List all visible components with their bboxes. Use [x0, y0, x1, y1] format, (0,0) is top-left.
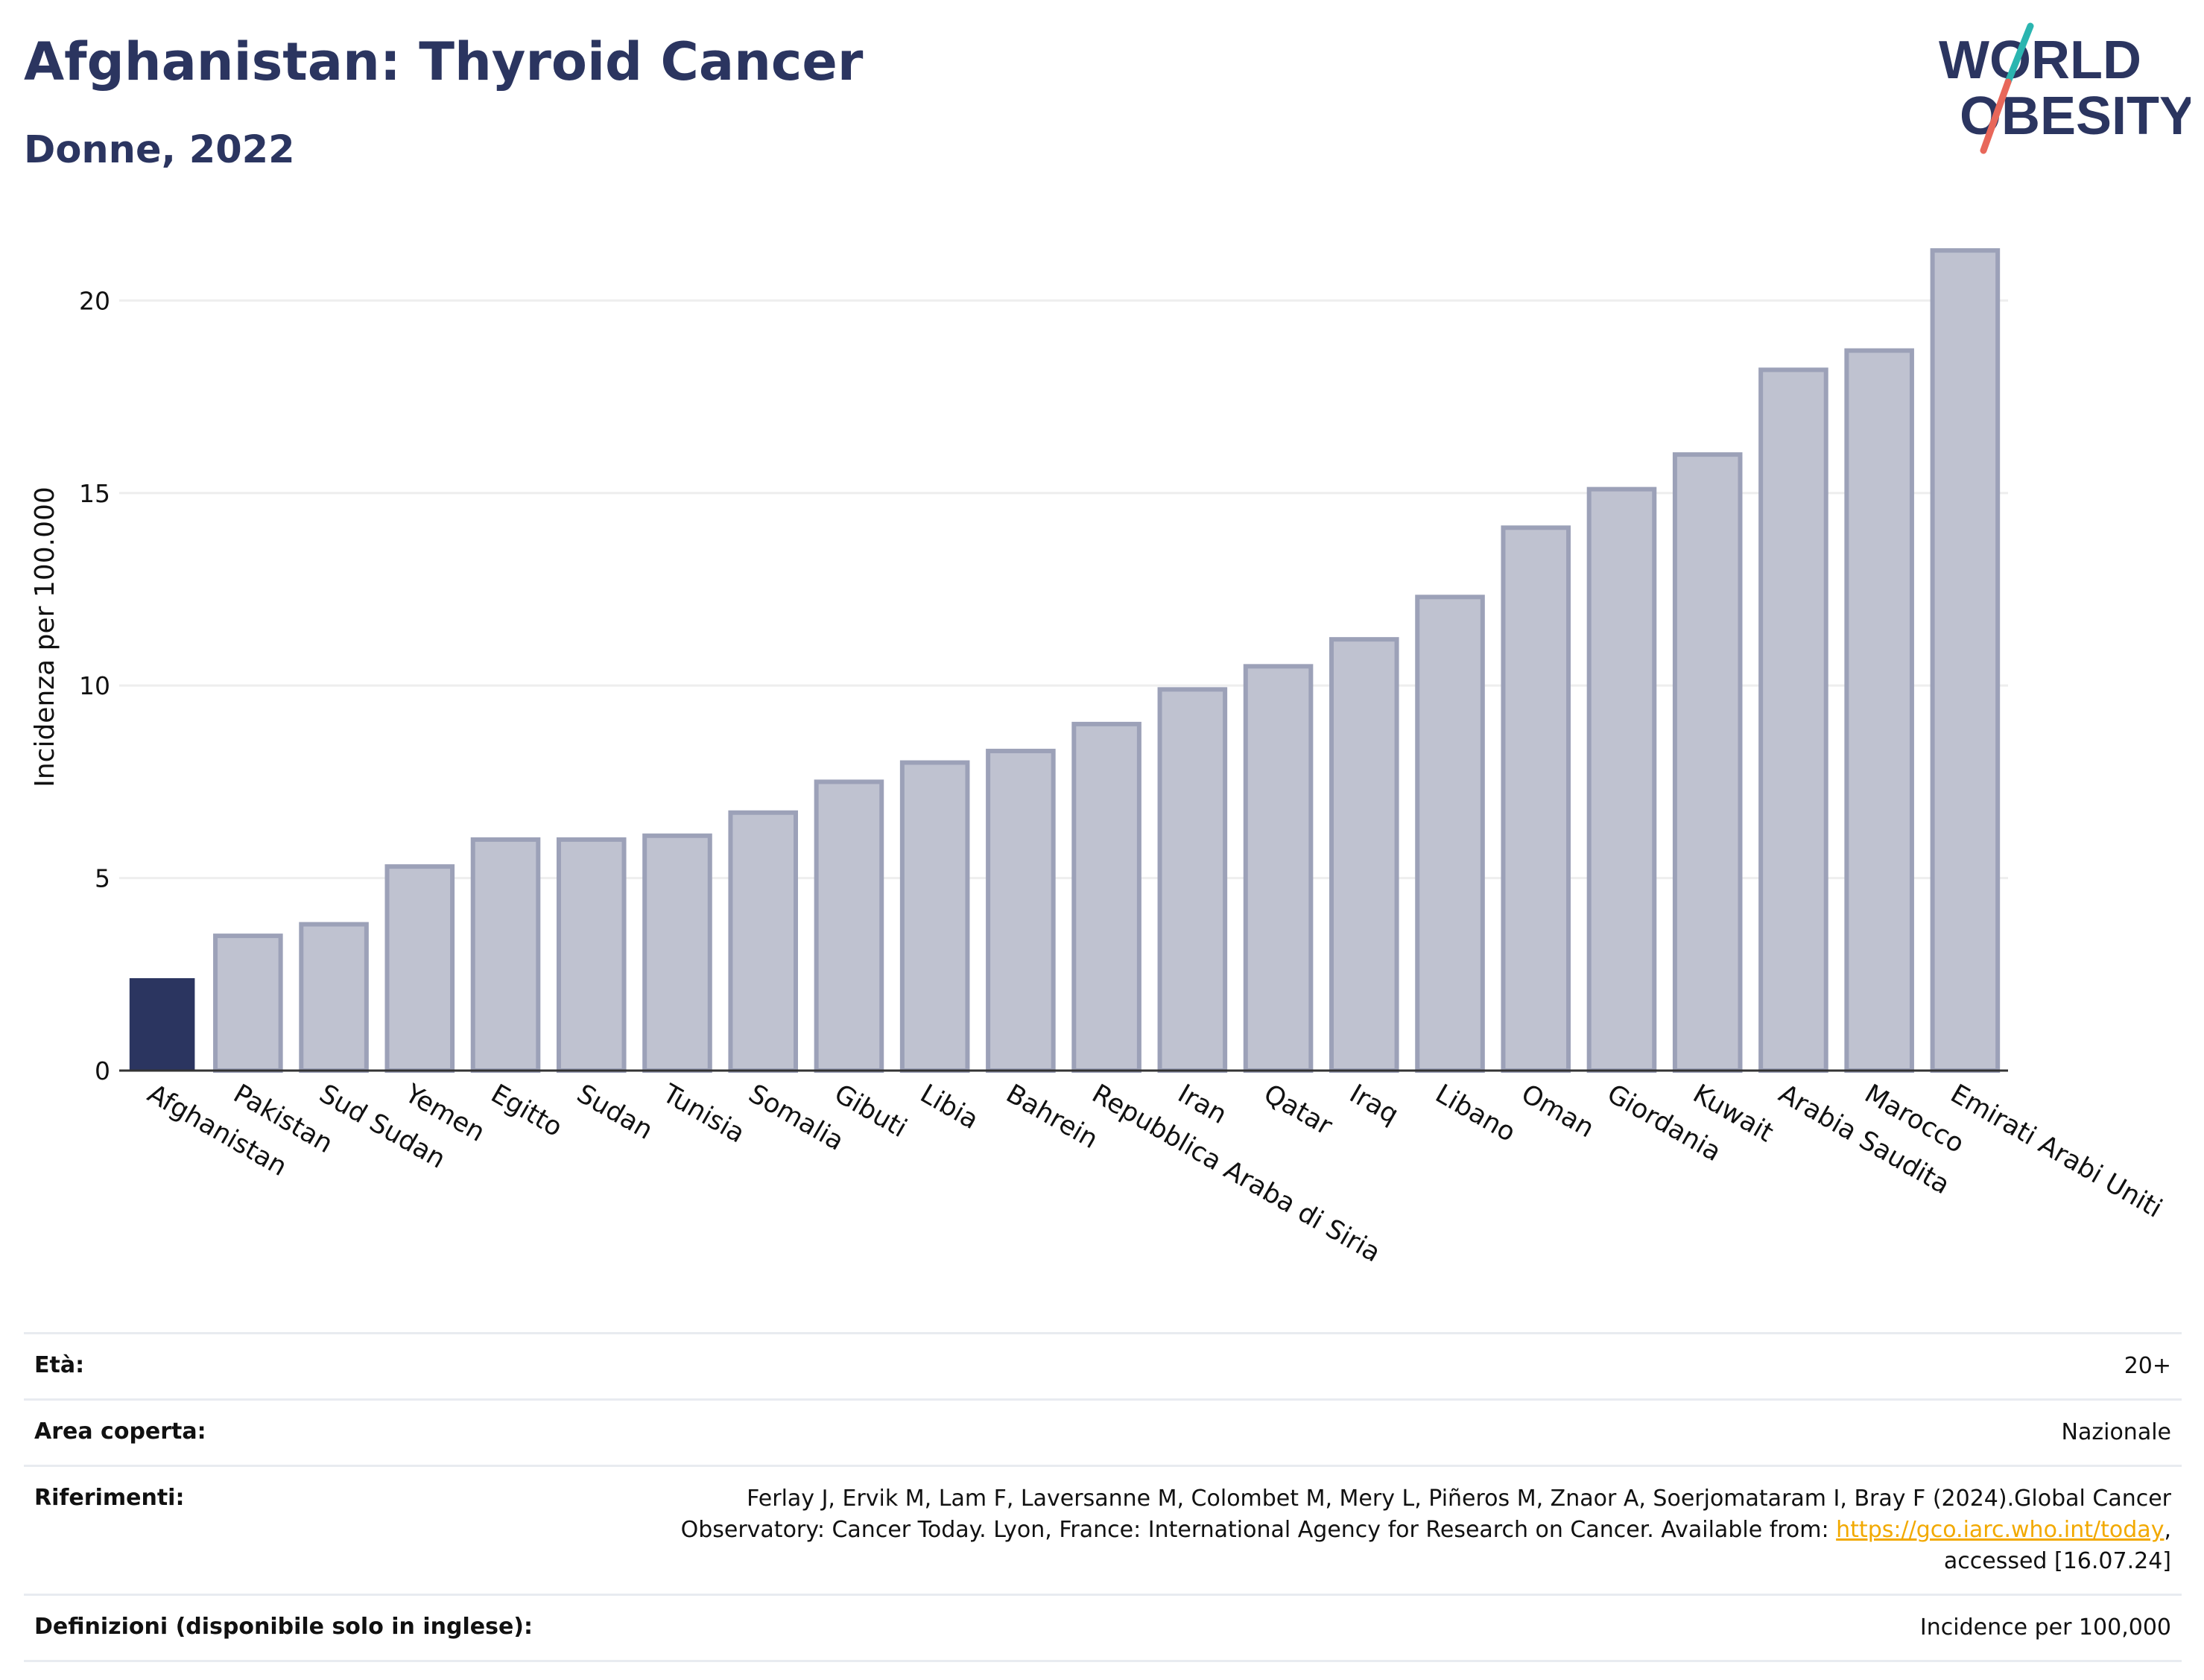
references-value: Ferlay J, Ervik M, Lam F, Laversanne M, …	[34, 1483, 2171, 1577]
bar-egitto	[470, 837, 541, 1073]
bar-sud-sudan	[299, 922, 369, 1074]
bars	[129, 248, 2001, 1074]
bar-iraq	[1329, 637, 1399, 1073]
x-tick-label: Tunisia	[657, 1079, 750, 1150]
x-tick-label: Iran	[1173, 1079, 1232, 1130]
references-accessed: , accessed [16.07.24]	[1943, 1517, 2171, 1574]
y-axis-label: Incidenza per 100.000	[30, 486, 60, 787]
area-label: Area coperta:	[34, 1419, 206, 1445]
bar-yemen	[384, 864, 455, 1073]
info-row-references: Riferimenti: Ferlay J, Ervik M, Lam F, L…	[24, 1465, 2182, 1594]
bar-sudan	[556, 837, 627, 1073]
bar-gibuti	[814, 779, 884, 1073]
x-tick-label: Bahrein	[1001, 1079, 1103, 1155]
x-tick-label: Qatar	[1258, 1079, 1337, 1141]
logo-text-world: WORLD	[1939, 31, 2141, 90]
bar-arabia-saudita	[1758, 367, 1828, 1073]
bar-oman	[1501, 525, 1571, 1073]
y-tick-label: 15	[79, 479, 110, 508]
age-value: 20+	[2124, 1353, 2171, 1379]
bar-giordania	[1586, 486, 1657, 1073]
definitions-value: Incidence per 100,000	[1919, 1614, 2171, 1641]
world-obesity-logo: WORLD OBESITY	[1939, 22, 2191, 154]
y-tick-label: 0	[95, 1056, 110, 1085]
bar-kuwait	[1672, 452, 1743, 1073]
y-tick-label: 10	[79, 671, 110, 700]
references-link[interactable]: https://gco.iarc.who.int/today	[1836, 1517, 2165, 1543]
y-tick-labels: 0 5 10 15 20	[79, 286, 110, 1085]
bar-qatar	[1243, 664, 1314, 1073]
bar-tunisia	[642, 833, 712, 1074]
bar-marocco	[1844, 348, 1914, 1073]
x-tick-label: Oman	[1516, 1079, 1599, 1144]
area-value: Nazionale	[2061, 1419, 2171, 1445]
bar-somalia	[728, 810, 798, 1073]
bar-libano	[1415, 595, 1485, 1073]
bar-emirati-arabi-uniti	[1930, 248, 2001, 1074]
bar-iran	[1157, 687, 1228, 1073]
x-tick-label: Somalia	[744, 1079, 849, 1157]
definitions-label: Definizioni (disponibile solo in inglese…	[34, 1614, 533, 1640]
info-table: Età: 20+ Area coperta: Nazionale Riferim…	[24, 1332, 2182, 1662]
bar-repubblica-araba-di-siria	[1071, 721, 1141, 1073]
references-text: Ferlay J, Ervik M, Lam F, Laversanne M, …	[680, 1486, 2171, 1543]
x-tick-label: Sudan	[571, 1079, 657, 1146]
x-tick-label: Iraq	[1344, 1079, 1403, 1130]
bar-libia	[899, 760, 970, 1074]
references-label: Riferimenti:	[34, 1485, 185, 1511]
y-tick-label: 20	[79, 286, 110, 315]
info-row-age: Età: 20+	[24, 1332, 2182, 1398]
bar-bahrein	[986, 749, 1056, 1073]
bar-pakistan	[213, 933, 283, 1074]
x-tick-label: Repubblica Araba di Siria	[1087, 1079, 1386, 1268]
bar-afghanistan	[129, 977, 195, 1071]
x-tick-label: Emirati Arabi Uniti	[1945, 1079, 2167, 1224]
chart-title: Afghanistan: Thyroid Cancer	[24, 31, 864, 92]
info-row-area: Area coperta: Nazionale	[24, 1398, 2182, 1465]
chart-subtitle: Donne, 2022	[24, 128, 295, 172]
info-row-definitions: Definizioni (disponibile solo in inglese…	[24, 1594, 2182, 1662]
x-tick-label: Libia	[915, 1079, 984, 1135]
x-tick-label: Egitto	[486, 1079, 567, 1143]
logo-slash-top	[2004, 22, 2034, 86]
logo-slash-bottom	[1980, 78, 2012, 154]
x-tick-label: Libano	[1431, 1079, 1521, 1148]
age-label: Età:	[34, 1352, 85, 1378]
y-tick-label: 5	[95, 864, 110, 893]
